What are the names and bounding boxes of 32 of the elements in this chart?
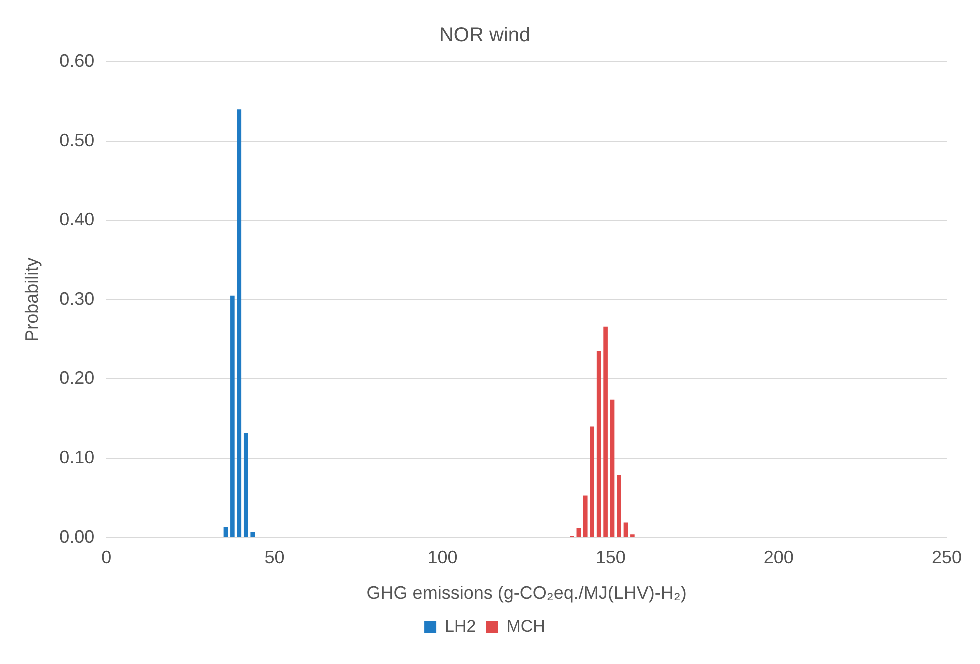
y-tick-label: 0.20 <box>60 368 95 388</box>
bar <box>224 527 228 538</box>
y-tick-label: 0.60 <box>60 50 95 71</box>
bar <box>610 400 615 538</box>
x-tick-label: 0 <box>102 548 112 568</box>
bar <box>250 532 256 538</box>
bar <box>590 426 595 538</box>
y-tick-label: 0.00 <box>60 526 95 547</box>
y-axis-title: Probability <box>22 258 42 342</box>
bar <box>630 534 635 538</box>
bar <box>624 522 628 538</box>
legend-label: MCH <box>506 617 546 636</box>
y-tick-label: 0.50 <box>60 130 95 150</box>
bar <box>617 475 622 538</box>
y-tick-label: 0.30 <box>60 288 95 309</box>
x-tick-label: 100 <box>428 548 458 568</box>
y-tick-label: 0.10 <box>60 447 95 468</box>
x-tick-label: 50 <box>264 548 285 568</box>
x-tick-label: 250 <box>932 548 962 568</box>
bar <box>604 326 608 538</box>
x-tick-label: 200 <box>764 548 794 568</box>
chart-title: NOR wind <box>439 24 531 47</box>
bar <box>230 296 235 538</box>
bar <box>576 528 582 538</box>
legend-label: LH2 <box>445 617 476 636</box>
y-tick-label: 0.40 <box>60 210 95 230</box>
bar <box>244 433 248 538</box>
bar <box>596 351 602 538</box>
bar <box>583 496 588 538</box>
bar <box>237 110 242 538</box>
x-tick-label: 150 <box>596 548 626 568</box>
x-axis-title: GHG emissions (g-CO₂eq./MJ(LHV)-H₂) <box>366 583 687 604</box>
